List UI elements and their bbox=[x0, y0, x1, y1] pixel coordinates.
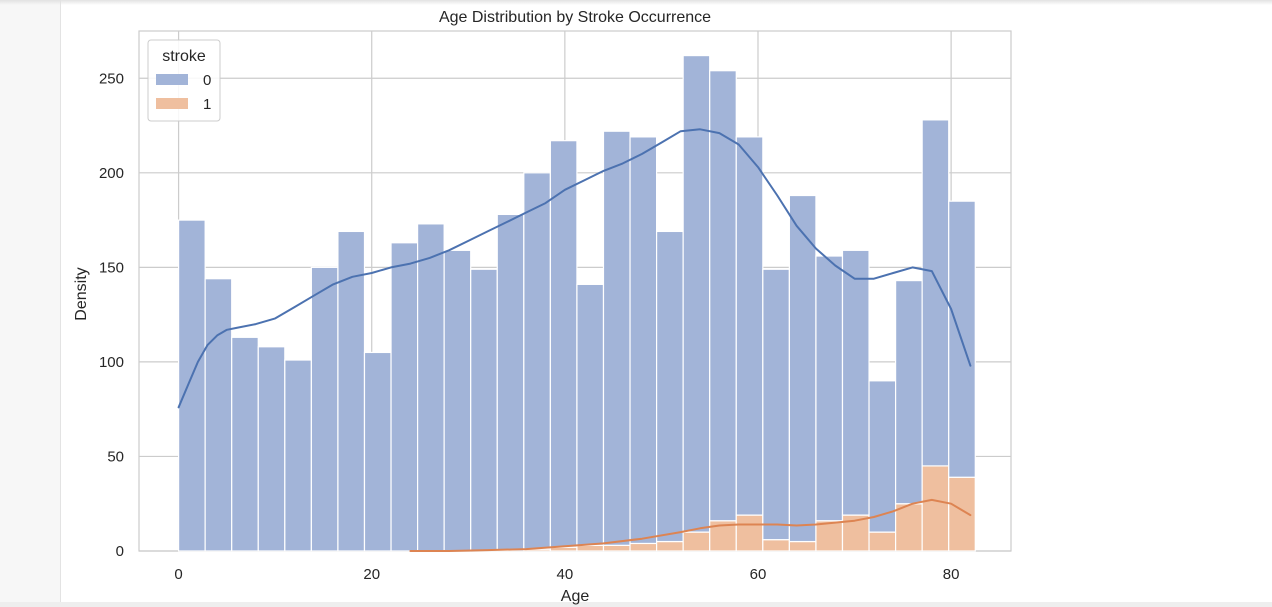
bar-stroke-1-27 bbox=[895, 503, 923, 552]
x-tick-label-40: 40 bbox=[557, 566, 574, 583]
bar-stroke-1-23 bbox=[788, 540, 817, 552]
bar-stroke-0-11 bbox=[470, 268, 498, 552]
bar-stroke-0-3 bbox=[257, 346, 286, 552]
x-tick-label-20: 20 bbox=[363, 566, 380, 583]
bar-stroke-0-17 bbox=[629, 136, 658, 545]
bar-stroke-0-7 bbox=[363, 351, 392, 552]
bar-stroke-0-12 bbox=[496, 213, 525, 552]
y-tick-label-50: 50 bbox=[107, 448, 124, 465]
bar-stroke-0-1 bbox=[204, 278, 233, 552]
y-tick-label-200: 200 bbox=[99, 165, 124, 182]
kde-lines bbox=[177, 128, 972, 552]
bar-stroke-1-19 bbox=[682, 531, 711, 552]
bar-stroke-0-22 bbox=[762, 268, 790, 541]
legend-label-1: 1 bbox=[203, 96, 211, 113]
bar-stroke-1-17 bbox=[629, 542, 658, 552]
legend-swatch-1 bbox=[156, 98, 188, 109]
legend: stroke 0 1 bbox=[147, 39, 221, 122]
bar-stroke-1-24 bbox=[815, 520, 844, 552]
y-tick-label-100: 100 bbox=[99, 354, 124, 371]
x-tick-label-80: 80 bbox=[943, 566, 960, 583]
bar-stroke-1-18 bbox=[655, 540, 684, 552]
bar-stroke-1-16 bbox=[602, 544, 631, 552]
top-shadow bbox=[0, 0, 1272, 5]
legend-label-0: 0 bbox=[203, 72, 211, 89]
bar-stroke-1-26 bbox=[868, 531, 897, 552]
kde-line-stroke-1 bbox=[409, 498, 972, 552]
bar-stroke-0-0 bbox=[177, 219, 206, 552]
x-tick-label-60: 60 bbox=[750, 566, 767, 583]
bar-stroke-0-8 bbox=[390, 242, 419, 552]
legend-title: stroke bbox=[162, 48, 206, 65]
bar-stroke-0-25 bbox=[841, 249, 870, 516]
bar-stroke-0-16 bbox=[602, 130, 631, 546]
bar-stroke-0-4 bbox=[284, 359, 312, 552]
bar-stroke-0-14 bbox=[549, 140, 578, 548]
bar-stroke-1-22 bbox=[762, 539, 790, 552]
bar-stroke-1-21 bbox=[735, 514, 764, 552]
bar-stroke-0-2 bbox=[231, 336, 259, 552]
bar-stroke-0-24 bbox=[815, 255, 844, 522]
y-axis-label: Density bbox=[73, 267, 90, 320]
bar-stroke-0-5 bbox=[310, 266, 339, 552]
legend-swatch-0 bbox=[156, 74, 188, 85]
bar-stroke-0-28 bbox=[921, 119, 950, 467]
bar-stroke-0-21 bbox=[735, 136, 764, 516]
bar-stroke-1-28 bbox=[921, 465, 950, 552]
kde-line-stroke-0 bbox=[177, 128, 972, 409]
bar-stroke-1-15 bbox=[576, 544, 605, 552]
y-tick-label-0: 0 bbox=[116, 543, 124, 560]
bar-stroke-0-15 bbox=[576, 283, 605, 546]
bars bbox=[177, 54, 976, 552]
bar-stroke-0-13 bbox=[523, 172, 551, 550]
y-tick-label-150: 150 bbox=[99, 259, 124, 276]
bar-stroke-0-18 bbox=[655, 230, 684, 543]
bar-stroke-0-10 bbox=[443, 249, 472, 552]
bar-stroke-0-23 bbox=[788, 194, 817, 543]
x-tick-label-0: 0 bbox=[174, 566, 182, 583]
bar-stroke-0-9 bbox=[416, 223, 445, 552]
y-tick-label-250: 250 bbox=[99, 70, 124, 87]
bottom-scrollbar[interactable] bbox=[0, 602, 1272, 607]
bar-stroke-0-6 bbox=[337, 230, 366, 552]
chart-title: Age Distribution by Stroke Occurrence bbox=[439, 9, 711, 26]
x-axis-label: Age bbox=[561, 588, 590, 605]
bar-stroke-0-26 bbox=[868, 380, 897, 533]
bar-stroke-0-20 bbox=[709, 70, 737, 522]
bar-stroke-0-19 bbox=[682, 54, 711, 533]
notebook-gutter bbox=[0, 0, 61, 607]
bar-stroke-1-29 bbox=[948, 476, 976, 552]
tick-labels: 0 20 40 60 80 0 50 100 150 200 250 bbox=[99, 70, 960, 583]
bar-stroke-0-27 bbox=[895, 280, 923, 505]
